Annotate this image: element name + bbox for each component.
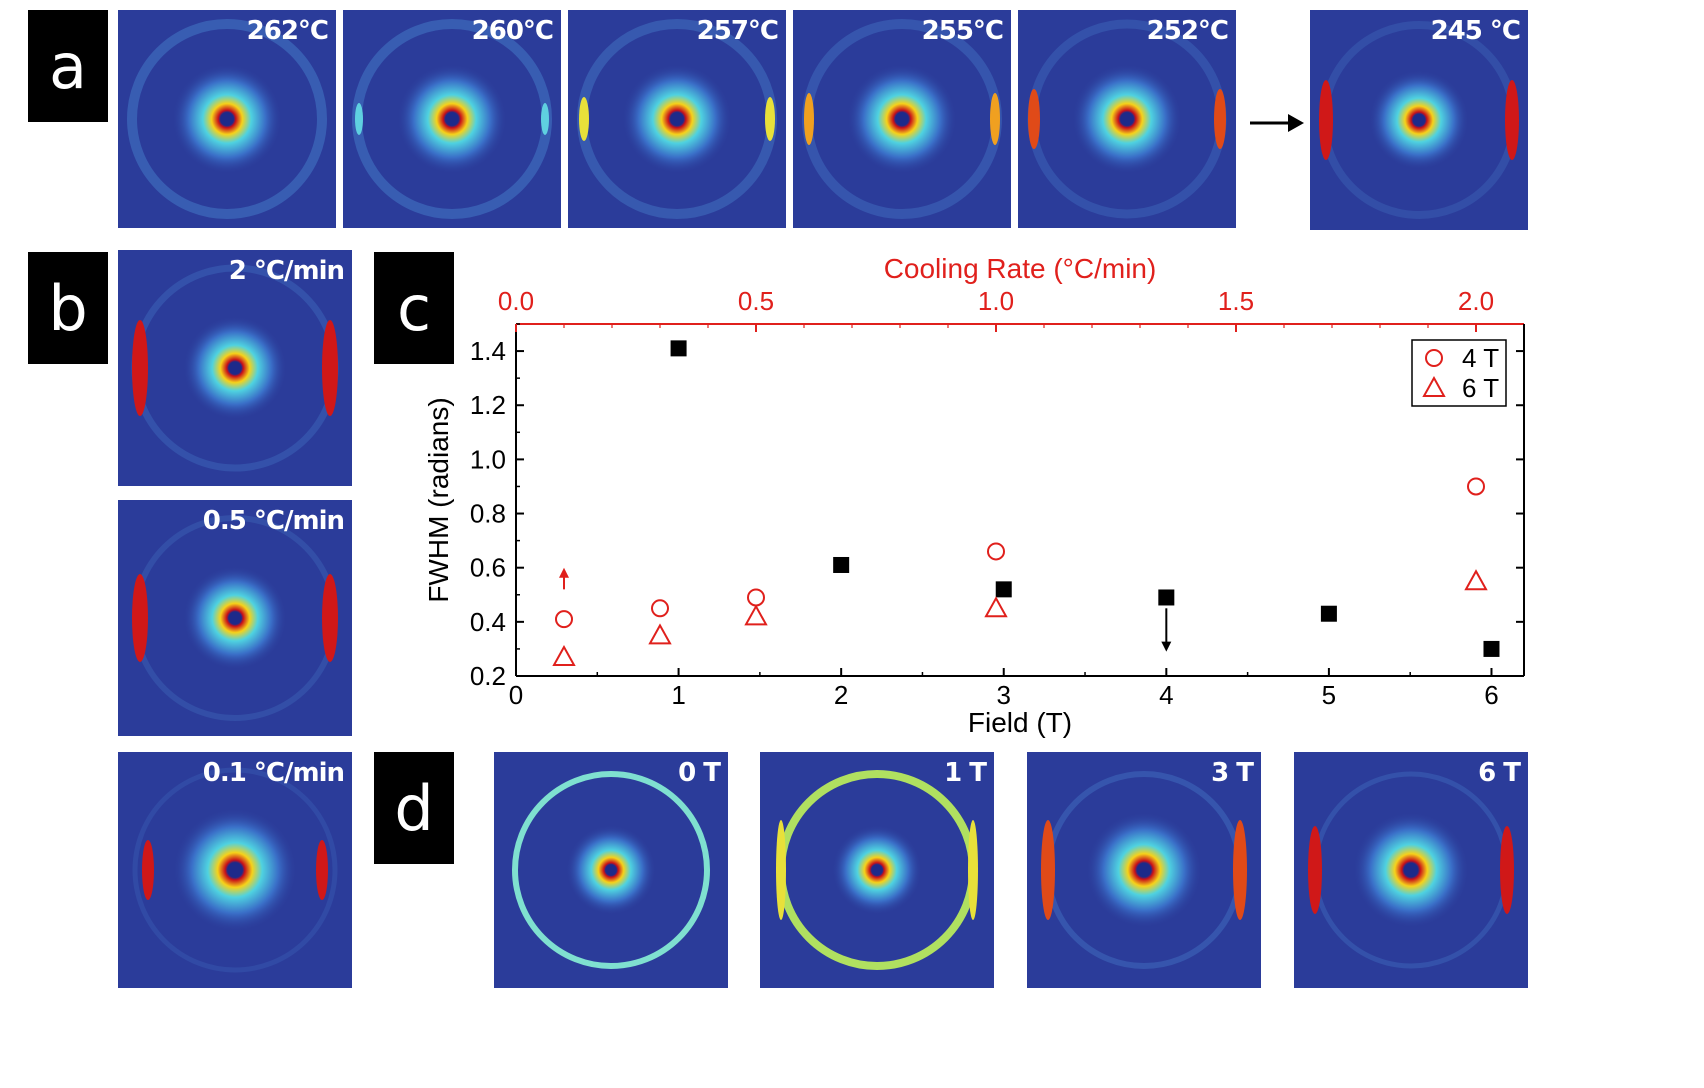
panel-b-label: b (28, 252, 108, 364)
pattern-b2: 0.5 °C/min (118, 500, 352, 736)
x-tick-label: 2 (834, 680, 848, 710)
data-point-triangle (552, 644, 576, 667)
x2-tick-label: 2.0 (1458, 286, 1494, 316)
x-tick-label: 4 (1159, 680, 1173, 710)
pattern-b3: 0.1 °C/min (118, 752, 352, 988)
data-point-square (1483, 640, 1500, 657)
legend-label: 6 T (1462, 373, 1499, 403)
pattern-d3: 3 T (1027, 752, 1261, 988)
pattern-a4: 255°C (793, 10, 1011, 228)
y-tick-label: 0.8 (470, 499, 506, 529)
pattern-b2-rate: 0.5 °C/min (202, 506, 345, 536)
pattern-a3-temp: 257°C (696, 16, 779, 46)
data-point-circle (747, 588, 765, 607)
pattern-b1: 2 °C/min (118, 250, 352, 486)
x-tick-label: 6 (1484, 680, 1498, 710)
arrow-down-icon (1161, 641, 1172, 652)
panel-c-label: c (374, 252, 454, 364)
pattern-d4-field: 6 T (1478, 758, 1521, 788)
pattern-d2: 1 T (760, 752, 994, 988)
panel-d-label: d (374, 752, 454, 864)
data-point-square (995, 581, 1012, 598)
data-point-triangle (648, 623, 672, 645)
x2-tick-label: 1.0 (978, 286, 1014, 316)
panel-a-label: a (28, 10, 108, 122)
data-point-square (833, 556, 850, 573)
x2-tick-label: 0.0 (498, 286, 534, 316)
y-tick-label: 1.4 (470, 336, 506, 366)
pattern-a2-temp: 260°C (471, 16, 554, 46)
data-point-triangle (984, 596, 1008, 618)
pattern-d1: 0 T (494, 752, 728, 988)
pattern-a6: 245 °C (1310, 10, 1528, 230)
data-point-square (1158, 589, 1175, 606)
data-point-circle (987, 542, 1005, 561)
x2-tick-label: 1.5 (1218, 286, 1254, 316)
panel-d-letter: d (394, 771, 434, 845)
x-tick-label: 1 (671, 680, 685, 710)
pattern-a2: 260°C (343, 10, 561, 228)
x-axis-label: Field (T) (968, 707, 1072, 738)
data-point-circle (555, 610, 573, 629)
pattern-b3-rate: 0.1 °C/min (202, 758, 345, 788)
y-tick-label: 1.2 (470, 390, 506, 420)
data-point-triangle (744, 604, 768, 626)
pattern-d4: 6 T (1294, 752, 1528, 988)
y-tick-label: 0.6 (470, 553, 506, 583)
y-axis-label: FWHM (radians) (423, 397, 454, 602)
pattern-b1-rate: 2 °C/min (228, 256, 345, 286)
pattern-d3-field: 3 T (1211, 758, 1254, 788)
panel-b-letter: b (48, 271, 88, 345)
y-tick-label: 1.0 (470, 444, 506, 474)
x-tick-label: 0 (509, 680, 523, 710)
data-point-circle (651, 599, 669, 618)
panel-a-letter: a (49, 29, 87, 103)
pattern-a5-temp: 252°C (1146, 16, 1229, 46)
pattern-d2-field: 1 T (944, 758, 987, 788)
panel-c-letter: c (396, 271, 432, 345)
pattern-a3: 257°C (568, 10, 786, 228)
pattern-a5: 252°C (1018, 10, 1236, 228)
data-point-triangle (1464, 569, 1488, 591)
pattern-a4-temp: 255°C (921, 16, 1004, 46)
arrow-right-icon (1250, 114, 1304, 132)
data-point-circle (1467, 477, 1485, 496)
arrow-up-icon (559, 567, 569, 578)
y-tick-label: 0.2 (470, 661, 506, 691)
pattern-a6-temp: 245 °C (1430, 16, 1521, 46)
x-tick-label: 5 (1322, 680, 1336, 710)
legend-label: 4 T (1462, 343, 1499, 373)
x2-tick-label: 0.5 (738, 286, 774, 316)
pattern-a1: 262°C (118, 10, 336, 228)
data-point-square (1320, 605, 1337, 622)
data-point-square (670, 340, 687, 357)
pattern-d1-field: 0 T (678, 758, 721, 788)
x-tick-label: 3 (997, 680, 1011, 710)
legend-triangle-icon (1422, 375, 1446, 397)
legend-circle-icon (1425, 349, 1443, 367)
pattern-a1-temp: 262°C (246, 16, 329, 46)
y-tick-label: 0.4 (470, 607, 506, 637)
x2-axis-label: Cooling Rate (°C/min) (884, 253, 1157, 284)
